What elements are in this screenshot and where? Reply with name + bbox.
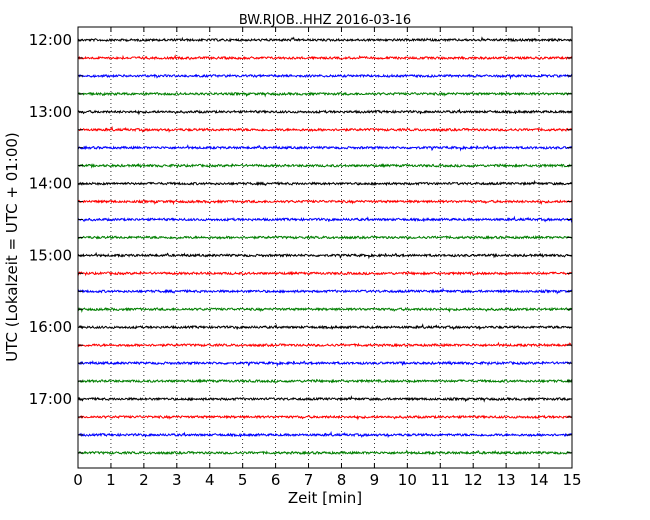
trace-15:45 (77, 306, 573, 313)
y-tick-label: 14:00 (29, 175, 72, 193)
x-tick-label: 5 (238, 471, 248, 489)
trace-17:00 (77, 395, 573, 403)
trace-14:45 (77, 234, 573, 240)
y-tick-label: 13:00 (29, 103, 72, 121)
trace-14:30 (77, 215, 573, 223)
grid-lines (110, 27, 540, 468)
x-tick-label: 11 (431, 471, 450, 489)
trace-12:00 (77, 36, 573, 43)
trace-12:45 (77, 91, 573, 98)
trace-13:30 (77, 144, 573, 152)
x-tick-label: 8 (337, 471, 347, 489)
trace-17:30 (77, 430, 573, 439)
trace-17:15 (77, 414, 573, 421)
x-axis: 0 1 2 3 4 5 6 7 8 9 10 11 12 13 14 15 (73, 27, 582, 489)
y-tick-label: 15:00 (29, 246, 72, 264)
trace-16:45 (77, 378, 573, 384)
x-tick-label: 6 (271, 471, 281, 489)
x-tick-label: 1 (106, 471, 116, 489)
x-tick-label: 9 (370, 471, 380, 489)
y-tick-label: 12:00 (29, 31, 72, 49)
trace-15:00 (77, 251, 573, 260)
trace-13:15 (77, 125, 573, 134)
trace-14:00 (77, 179, 573, 187)
y-axis-label: UTC (Lokalzeit = UTC + 01:00) (3, 132, 21, 362)
x-tick-label: 13 (497, 471, 516, 489)
trace-16:15 (77, 341, 573, 348)
plot-frame (77, 26, 573, 469)
x-tick-label: 3 (172, 471, 182, 489)
chart-title: BW.RJOB..HHZ 2016-03-16 (239, 13, 411, 28)
x-axis-label: Zeit [min] (288, 489, 362, 507)
trace-15:30 (77, 287, 573, 295)
y-axis: 12:00 13:00 14:00 15:00 16:00 17:00 (29, 31, 572, 454)
x-tick-label: 14 (530, 471, 549, 489)
trace-16:00 (77, 323, 573, 331)
trace-13:45 (77, 162, 573, 169)
x-tick-label: 0 (73, 471, 83, 489)
x-tick-label: 15 (562, 471, 581, 489)
x-tick-label: 12 (464, 471, 483, 489)
x-tick-label: 2 (139, 471, 149, 489)
y-tick-label: 16:00 (29, 318, 72, 336)
trace-15:15 (77, 270, 573, 277)
trace-14:15 (77, 199, 573, 206)
trace-12:15 (77, 54, 573, 61)
trace-17:45 (77, 449, 573, 456)
trace-16:30 (77, 360, 573, 368)
y-tick-label: 17:00 (29, 390, 72, 408)
x-tick-label: 4 (205, 471, 215, 489)
x-tick-label: 10 (398, 471, 417, 489)
trace-12:30 (77, 73, 573, 80)
trace-group (77, 36, 573, 456)
x-tick-label: 7 (304, 471, 314, 489)
trace-13:00 (77, 108, 573, 116)
